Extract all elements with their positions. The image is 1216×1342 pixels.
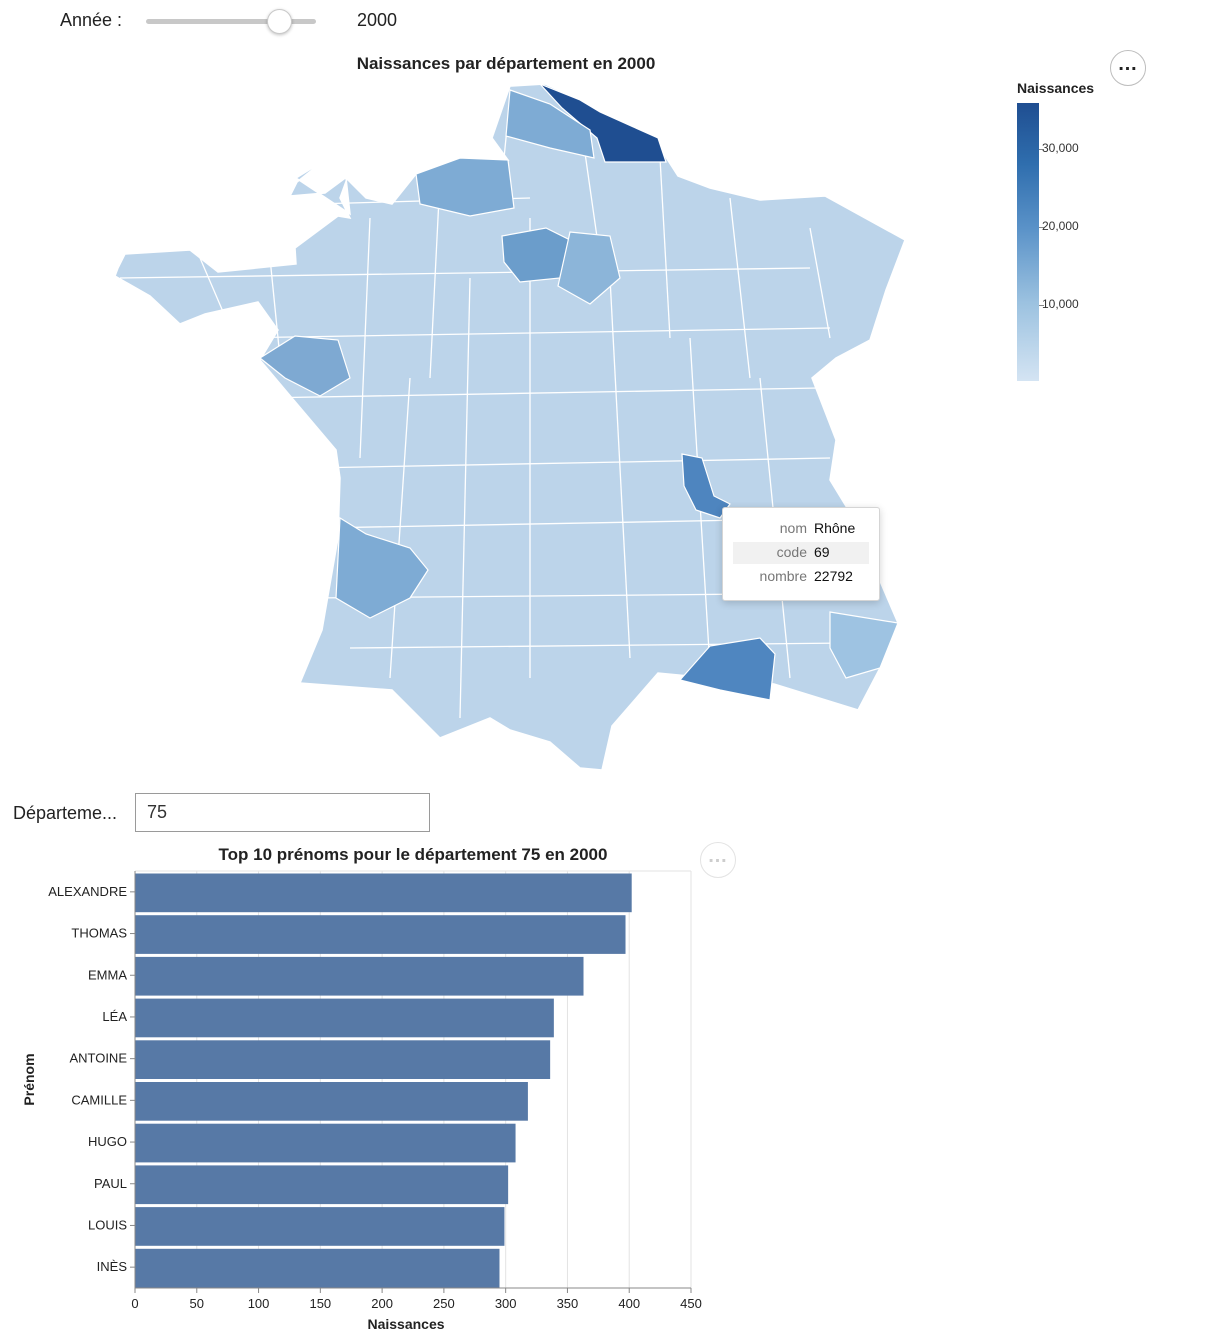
x-tick-label: 350 (557, 1296, 579, 1311)
legend-tick-label: 20,000 (1042, 219, 1079, 233)
category-label: PAUL (94, 1176, 127, 1191)
france-departments-map[interactable] (110, 78, 920, 778)
legend-tick (1039, 227, 1044, 228)
tooltip-row: code 69 (733, 542, 869, 564)
category-label: LÉA (102, 1009, 127, 1024)
department-border (459, 277, 471, 719)
map-title: Naissances par département en 2000 (356, 54, 656, 73)
category-label: EMMA (88, 967, 127, 982)
bar[interactable] (135, 1082, 528, 1121)
bar-chart-actions-button[interactable]: … (700, 842, 736, 878)
legend-tick (1039, 149, 1044, 150)
department-pas-de-calais[interactable] (505, 89, 595, 159)
department-highlights (258, 83, 899, 701)
department-border (429, 177, 441, 379)
bar[interactable] (135, 915, 626, 954)
department-border (609, 277, 631, 659)
department-border (119, 267, 811, 279)
department-bouches-du-rhone[interactable] (678, 637, 776, 701)
department-loire-atlantique[interactable] (258, 335, 351, 397)
year-slider-label: Année : (60, 10, 123, 30)
map-tooltip: nom Rhône code 69 nombre 22792 (722, 507, 880, 601)
bar[interactable] (135, 1248, 500, 1288)
tooltip-key: nombre (759, 568, 807, 584)
map-actions-button[interactable]: … (1110, 50, 1146, 86)
bar[interactable] (135, 956, 584, 996)
ellipsis-icon: … (1117, 53, 1139, 75)
department-seine-maritime[interactable] (415, 157, 515, 217)
ellipsis-icon: … (707, 845, 729, 867)
x-tick-label: 250 (433, 1296, 455, 1311)
department-border (359, 217, 371, 459)
bar[interactable] (135, 1123, 516, 1163)
bar[interactable] (135, 998, 554, 1038)
department-border (729, 197, 751, 379)
department-border (269, 257, 281, 359)
category-label: ALEXANDRE (48, 884, 127, 899)
tooltip-value: 69 (814, 544, 830, 560)
tooltip-value: 22792 (814, 568, 853, 584)
department-alpes-maritimes[interactable] (829, 611, 899, 679)
x-tick-label: 300 (495, 1296, 517, 1311)
bar-chart-title: Top 10 prénoms pour le département 75 en… (218, 845, 608, 864)
department-border (259, 387, 821, 399)
bar[interactable] (135, 873, 632, 913)
bar[interactable] (135, 1040, 551, 1079)
department-border (659, 157, 671, 339)
tooltip-key: nom (779, 520, 807, 536)
year-slider-track[interactable] (146, 19, 316, 24)
department-input[interactable] (135, 793, 430, 832)
legend-tick-label: 10,000 (1042, 297, 1079, 311)
legend-color-ramp (1017, 103, 1039, 381)
x-axis-title: Naissances (367, 1316, 444, 1332)
x-tick-label: 400 (618, 1296, 640, 1311)
department-nord[interactable] (539, 83, 667, 163)
department-border (809, 227, 831, 339)
legend-tick (1039, 305, 1044, 306)
department-border (229, 137, 411, 149)
department-label: Départeme... (13, 803, 118, 823)
x-tick-label: 450 (680, 1296, 702, 1311)
tooltip-value: Rhône (814, 520, 856, 536)
bar[interactable] (135, 1207, 505, 1246)
category-label: CAMILLE (71, 1092, 127, 1107)
x-tick-label: 100 (248, 1296, 270, 1311)
department-gironde[interactable] (335, 516, 429, 619)
legend-title: Naissances (1017, 80, 1095, 96)
tooltip-key: code (776, 544, 807, 560)
legend-tick-label: 30,000 (1042, 141, 1079, 155)
category-label: INÈS (97, 1259, 128, 1274)
department-border (199, 257, 231, 329)
tooltip-row: nombre 22792 (733, 566, 869, 588)
year-slider-thumb[interactable] (267, 9, 293, 34)
top-names-bar-chart: ALEXANDRE THOMAS EMMA LÉA ANTOINE CAMILLE HUGO… (21, 870, 702, 1332)
tooltip-row: nom Rhône (733, 518, 869, 540)
x-tick-label: 150 (309, 1296, 331, 1311)
department-border (349, 642, 851, 649)
x-tick-label: 0 (131, 1296, 138, 1311)
bar[interactable] (135, 1165, 509, 1205)
y-axis-title: Prénom (21, 1053, 37, 1105)
category-label: LOUIS (88, 1217, 127, 1232)
department-border (309, 457, 831, 469)
category-label: ANTOINE (69, 1051, 127, 1066)
x-tick-label: 200 (371, 1296, 393, 1311)
france-outline (114, 83, 906, 771)
department-border (389, 377, 411, 679)
category-label: THOMAS (71, 926, 127, 941)
department-seine-et-marne[interactable] (557, 231, 621, 305)
x-tick-label: 50 (190, 1296, 204, 1311)
category-label: HUGO (88, 1134, 127, 1149)
year-slider-value: 2000 (357, 10, 398, 30)
